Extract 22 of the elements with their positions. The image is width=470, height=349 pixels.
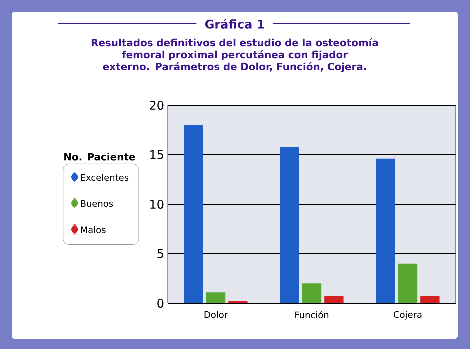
chart-subtitle: Resultados definitivos del estudio de la osteotomía femoral proximal percutánea con fijador externo. Parámetros de Dolor, Función, Cojera. <box>92 38 378 73</box>
bar <box>184 125 204 304</box>
bar <box>280 147 300 304</box>
y-axis-title: No. Paciente <box>64 153 136 161</box>
bar <box>420 296 440 304</box>
bar <box>302 284 322 304</box>
legend-label: Excelentes <box>81 174 129 182</box>
bar <box>324 296 344 304</box>
legend-label: Malos <box>81 226 106 234</box>
x-tick-label: Función <box>296 311 329 319</box>
bar <box>376 158 396 304</box>
y-tick-label: 15 <box>150 150 164 160</box>
legend-label: Buenos <box>81 200 114 208</box>
x-tick-label: Cojera <box>394 311 422 320</box>
bar <box>206 292 226 304</box>
chart-title: Gráfica 1 <box>205 19 264 29</box>
x-tick-label: Dolor <box>204 311 228 318</box>
bar <box>398 264 418 304</box>
y-tick-label: 0 <box>158 298 164 308</box>
y-tick-label: 5 <box>158 250 164 258</box>
y-tick-label: 20 <box>150 100 164 110</box>
y-tick-label: 10 <box>150 200 164 209</box>
